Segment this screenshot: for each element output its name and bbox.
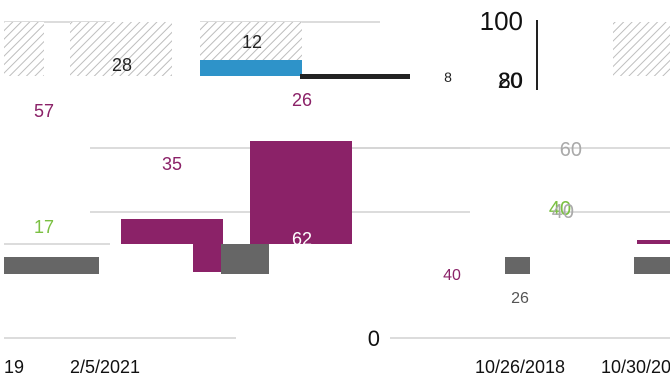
extra-label-4: 40 (549, 198, 571, 220)
bar-7 (505, 257, 530, 274)
bar-label-1: 12 (242, 32, 262, 52)
bar-fragment-4 (637, 240, 670, 244)
bar-3 (121, 219, 223, 244)
extra-label-0: 57 (34, 101, 54, 121)
extra-label-2: 8 (444, 69, 452, 85)
labels-layer: 28 12 35 62 17 57 26 8 20 40 26 40 (34, 32, 571, 307)
bar-fragment-1 (613, 22, 670, 76)
bar-fragment-2 (221, 244, 269, 274)
bar-5 (193, 244, 221, 272)
extra-label-6: 40 (443, 267, 461, 284)
bar-0 (70, 22, 172, 76)
bar-label-4: 62 (292, 229, 312, 249)
bar-label-0: 28 (112, 55, 132, 75)
bar-label-5: 17 (34, 217, 54, 237)
y-tick-label-3: 40 (552, 201, 574, 223)
y-tick-label-0: 100 (480, 6, 523, 36)
x-tick-label-1: 2/5/2021 (70, 357, 140, 377)
bar-fragment-0 (4, 22, 44, 76)
x-tick-label-3: 10/30/20 (601, 357, 670, 377)
extra-label-5: 26 (511, 290, 529, 307)
tick-labels: 100 80 60 40 0 19 2/5/2021 10/26/2018 10/30/20 (4, 6, 670, 377)
bar-label-3: 35 (162, 154, 182, 174)
bar-6 (4, 257, 99, 274)
extra-label-3: 20 (498, 68, 522, 93)
extra-label-1: 26 (292, 90, 312, 110)
y-tick-label-2: 60 (560, 139, 582, 161)
x-tick-label-0: 19 (4, 357, 24, 377)
y-tick-label-1: 80 (499, 68, 523, 93)
bar-2 (200, 22, 302, 60)
bar-fragment-3 (634, 257, 670, 274)
x-tick-label-2: 10/26/2018 (475, 357, 565, 377)
bars-layer (4, 22, 670, 274)
bar-fragment-5 (300, 74, 410, 79)
bar-1 (200, 60, 302, 76)
bar-4 (250, 141, 352, 244)
y-tick-label-4: 0 (368, 326, 380, 351)
